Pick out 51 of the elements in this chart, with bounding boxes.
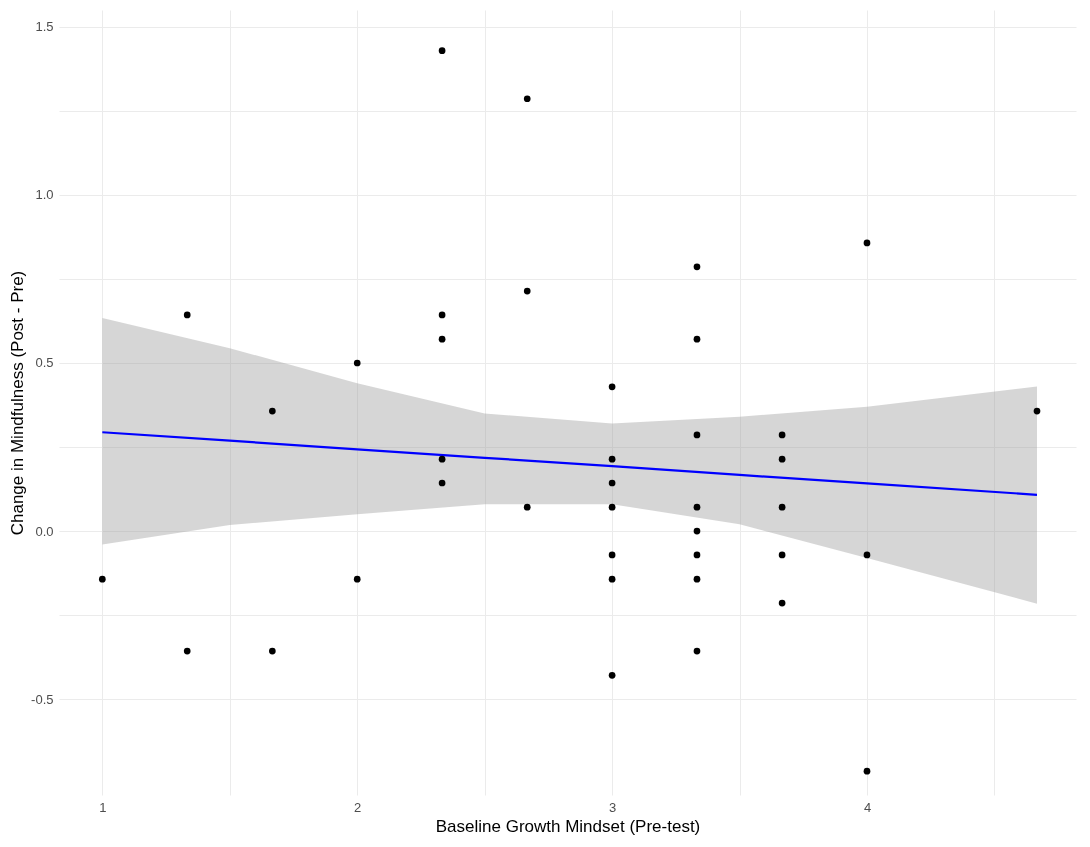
point <box>268 647 276 655</box>
point <box>693 575 701 583</box>
point <box>863 767 871 775</box>
point <box>608 479 616 487</box>
point <box>523 503 531 511</box>
point <box>693 527 701 535</box>
line-series <box>101 431 1039 496</box>
point <box>268 407 276 415</box>
point <box>778 551 786 559</box>
point <box>778 599 786 607</box>
point <box>438 47 446 55</box>
point <box>778 455 786 463</box>
point <box>438 479 446 487</box>
point <box>1033 407 1041 415</box>
y-axis-title: Change in Mindfulness (Post - Pre) <box>8 270 28 536</box>
point <box>438 335 446 343</box>
point <box>438 311 446 319</box>
point <box>863 239 871 247</box>
point <box>183 311 191 319</box>
text: 0.0 <box>35 523 54 539</box>
x-tick-label: 1 <box>99 799 107 815</box>
x-tick-label: 4 <box>863 799 872 815</box>
point <box>438 455 446 463</box>
x-tick-label: 2 <box>354 799 362 815</box>
point <box>353 575 361 583</box>
y-tick-label: 0.5 <box>35 355 54 371</box>
point <box>693 335 701 343</box>
point <box>608 575 616 583</box>
point <box>523 95 531 103</box>
y-tick-label: -0.5 <box>31 691 54 707</box>
x-axis-title: Baseline Growth Mindset (Pre-test) <box>435 816 701 836</box>
point <box>693 431 701 439</box>
point <box>693 551 701 559</box>
text: 1.0 <box>35 187 54 203</box>
point <box>693 263 701 271</box>
point <box>608 551 616 559</box>
point <box>98 575 106 583</box>
y-tick-label: 1.5 <box>35 19 54 35</box>
point <box>693 647 701 655</box>
point <box>778 431 786 439</box>
point <box>523 287 531 295</box>
point <box>183 647 191 655</box>
point <box>778 503 786 511</box>
point <box>863 551 871 559</box>
x-tick-label: 3 <box>608 799 617 815</box>
point <box>608 503 616 511</box>
point <box>608 383 616 391</box>
point <box>608 455 616 463</box>
point <box>693 503 701 511</box>
point <box>608 671 616 679</box>
point <box>353 359 361 367</box>
